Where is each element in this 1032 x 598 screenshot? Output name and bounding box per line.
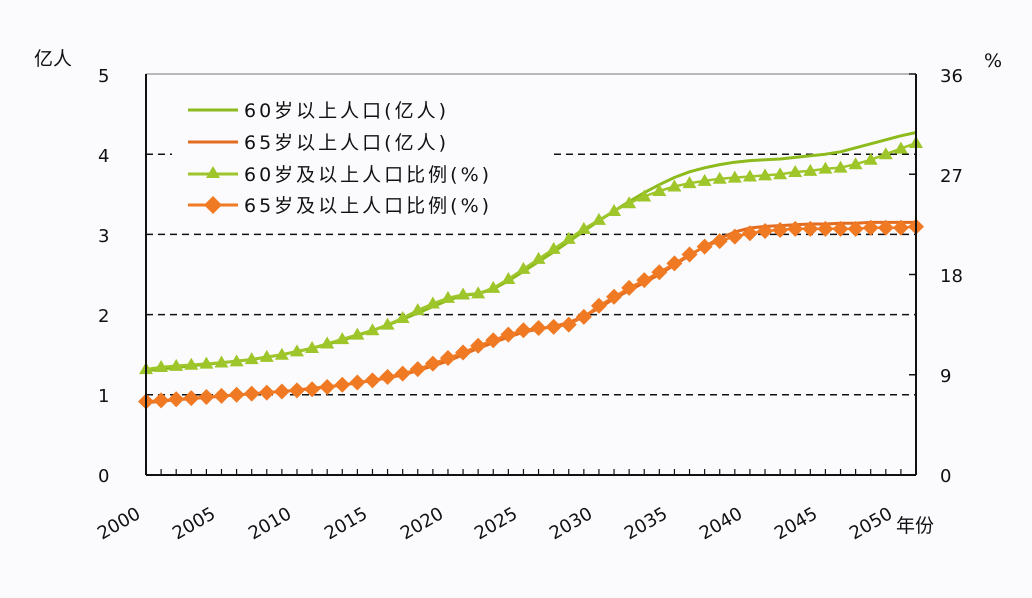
x-axis-unit: 年份 <box>896 515 934 537</box>
series <box>145 220 916 405</box>
legend-label: 65岁及以上人口比例(%) <box>244 195 492 217</box>
x-axis: 2000 2005 2010 2015 2020 2025 2030 2035 … <box>94 503 934 544</box>
left-tick-label: 3 <box>98 226 109 247</box>
series <box>139 136 923 375</box>
x-tick-label: 2010 <box>245 503 295 544</box>
legend: 60岁以上人口(亿人) 65岁以上人口(亿人) 60岁及以上人口比例(%) 65… <box>172 88 552 217</box>
right-tick-label: 18 <box>940 266 963 287</box>
triangle-marker-icon <box>206 166 220 178</box>
legend-label: 65岁以上人口(亿人) <box>244 132 449 154</box>
x-tick-label: 2015 <box>321 503 371 544</box>
left-tick-label: 1 <box>98 386 109 407</box>
x-tick-label: 2050 <box>846 503 896 544</box>
right-axis: 0 9 18 27 36 <box>940 66 963 487</box>
left-axis-unit: 亿人 <box>34 48 72 70</box>
plot-frame <box>145 73 917 476</box>
left-tick-label: 4 <box>98 146 109 167</box>
right-axis-unit: % <box>984 50 1002 72</box>
legend-label: 60岁及以上人口比例(%) <box>244 164 492 186</box>
left-tick-label: 2 <box>98 306 109 327</box>
legend-label: 60岁以上人口(亿人) <box>244 100 449 122</box>
x-tick-label: 2030 <box>546 503 596 544</box>
legend-item: 60岁以上人口(亿人) <box>188 100 449 122</box>
x-tick-label: 2035 <box>621 503 671 544</box>
left-tick-label: 0 <box>98 466 109 487</box>
right-tick-label: 9 <box>940 366 951 387</box>
legend-item: 65岁以上人口(亿人) <box>188 132 449 154</box>
diamond-marker-icon <box>204 196 222 214</box>
left-axis: 0 1 2 3 4 5 <box>98 66 109 487</box>
right-tick-label: 0 <box>940 466 951 487</box>
series-layer <box>138 131 924 410</box>
right-tick-label: 27 <box>940 166 963 187</box>
right-axis-ticks <box>909 73 916 476</box>
x-tick-label: 2000 <box>94 503 144 544</box>
series <box>138 218 924 410</box>
right-tick-label: 36 <box>940 66 963 87</box>
x-axis-ticks <box>145 469 917 475</box>
x-tick-label: 2025 <box>471 503 521 544</box>
x-tick-label: 2005 <box>169 503 219 544</box>
x-tick-label: 2040 <box>696 503 746 544</box>
left-tick-label: 5 <box>98 66 109 87</box>
legend-item: 60岁及以上人口比例(%) <box>188 164 492 186</box>
legend-item: 65岁及以上人口比例(%) <box>188 195 492 217</box>
x-tick-label: 2020 <box>397 503 447 544</box>
x-tick-label: 2045 <box>771 503 821 544</box>
